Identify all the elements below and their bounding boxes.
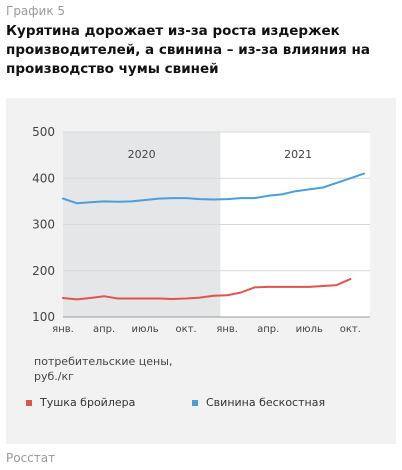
y-tick-label: 400	[32, 171, 55, 185]
legend-swatch-pork	[192, 399, 198, 406]
legend-item-pork: Свинина бескостная	[192, 396, 325, 409]
x-tick-label: апр.	[93, 324, 115, 335]
legend-item-broiler: Тушка бройлера	[26, 396, 135, 409]
x-tick-label: июль	[131, 324, 158, 335]
x-tick-label: июль	[296, 324, 323, 335]
figure-label: График 5	[6, 4, 66, 18]
chart-panel: 100 200 300 400 500 2020 2021 янв. апр. июль окт. я…	[6, 98, 396, 444]
y-tick-label: 100	[32, 310, 55, 324]
legend-swatch-broiler	[26, 399, 32, 406]
x-tick-label: янв.	[52, 324, 74, 335]
year-label-2021: 2021	[284, 148, 312, 161]
y-axis-unit-label: потребительские цены, руб./кг	[34, 355, 173, 383]
y-tick-label: 200	[32, 264, 55, 278]
y-tick-label: 300	[32, 218, 55, 232]
legend-label-broiler: Тушка бройлера	[40, 396, 136, 409]
y-tick-label: 500	[32, 125, 55, 139]
x-tick-label: окт.	[340, 324, 361, 335]
year-label-2020: 2020	[128, 148, 156, 161]
data-source: Росстат	[6, 451, 56, 465]
legend-label-pork: Свинина бескостная	[206, 396, 326, 409]
line-chart: 100 200 300 400 500 2020 2021 янв. апр. июль окт. я…	[32, 125, 370, 335]
series-line-broiler	[62, 278, 352, 301]
chart-headline: Курятина дорожает из-за роста издержек п…	[6, 23, 370, 77]
x-tick-label: апр.	[257, 324, 279, 335]
series-line-pork	[62, 172, 365, 205]
x-tick-label: окт.	[176, 324, 197, 335]
x-tick-label: янв.	[216, 324, 238, 335]
